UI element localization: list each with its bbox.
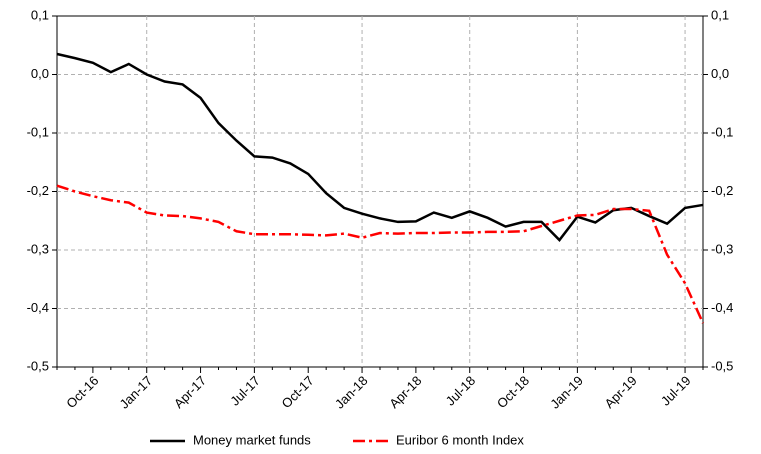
x-tick-label: Jul-17 <box>227 373 263 409</box>
x-tick-label: Jul-18 <box>443 373 479 409</box>
x-tick-label: Oct-16 <box>63 373 101 411</box>
y-tick-label: 0,0 <box>31 66 49 81</box>
x-tick-label: Apr-18 <box>386 373 424 411</box>
y2-tick-label: -0,4 <box>711 300 733 315</box>
x-tick-label: Apr-17 <box>171 373 209 411</box>
x-tick-label: Oct-17 <box>279 373 317 411</box>
y-tick-label: 0,1 <box>31 7 49 22</box>
y2-tick-label: -0,5 <box>711 358 733 373</box>
x-tick-label: Jan-17 <box>117 373 156 412</box>
y-tick-label: -0,5 <box>27 358 49 373</box>
y-tick-label: -0,4 <box>27 300 49 315</box>
legend-label: Money market funds <box>193 432 311 447</box>
y-tick-label: -0,2 <box>27 183 49 198</box>
y2-tick-label: -0,1 <box>711 124 733 139</box>
y2-tick-label: 0,1 <box>711 7 729 22</box>
x-tick-label: Jul-19 <box>658 373 694 409</box>
x-tick-label: Apr-19 <box>602 373 640 411</box>
y2-tick-label: -0,2 <box>711 183 733 198</box>
legend-label: Euribor 6 month Index <box>396 432 524 447</box>
y2-tick-label: -0,3 <box>711 241 733 256</box>
y2-tick-label: 0,0 <box>711 66 729 81</box>
x-tick-label: Jan-19 <box>547 373 586 412</box>
series-line <box>56 184 705 324</box>
series-line <box>56 52 704 242</box>
x-tick-label: Oct-18 <box>494 373 532 411</box>
y-tick-label: -0,1 <box>27 124 49 139</box>
x-tick-label: Jan-18 <box>332 373 371 412</box>
y-tick-label: -0,3 <box>27 241 49 256</box>
